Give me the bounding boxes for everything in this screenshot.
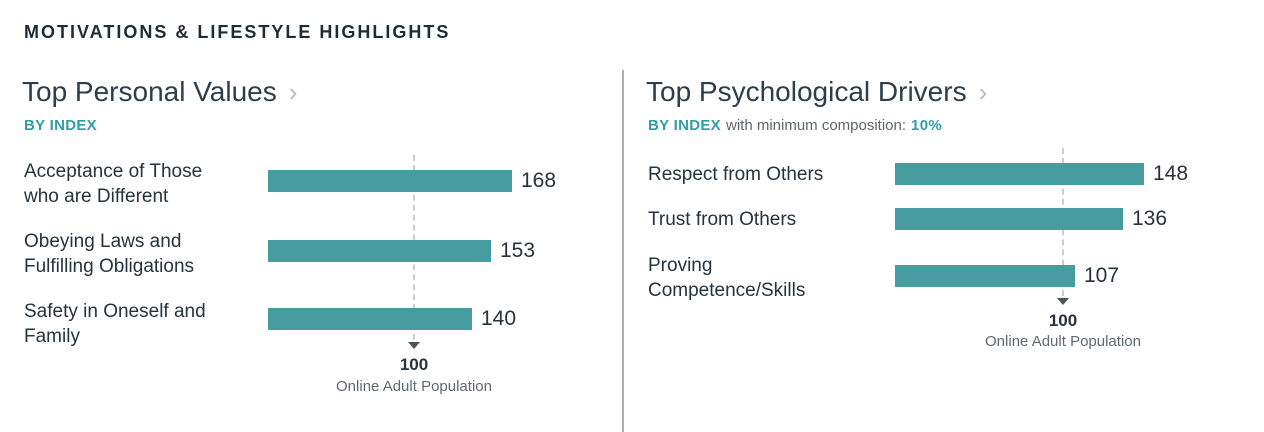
bar-row: 136 xyxy=(895,207,1168,230)
bar-row: 140 xyxy=(268,307,517,330)
category-label: Acceptance of Those who are Different xyxy=(24,159,258,209)
category-label-line: Safety in Oneself and xyxy=(24,301,206,322)
min-composition-value: 10% xyxy=(911,117,942,134)
bar-chart: 168 153 140 100 Online Adult Population xyxy=(268,155,600,405)
category-label-line: Acceptance of Those xyxy=(24,161,203,182)
chevron-right-icon: › xyxy=(978,77,988,107)
category-label-line: Competence/Skills xyxy=(648,280,806,301)
category-label: Safety in Oneself and Family xyxy=(24,299,258,349)
bar xyxy=(268,308,472,330)
bar-value: 168 xyxy=(521,169,557,192)
subtitle-text: with minimum composition: xyxy=(725,117,907,134)
bar-row: 148 xyxy=(895,162,1189,185)
category-label-line: Fulfilling Obligations xyxy=(24,256,195,277)
reference-value: 100 xyxy=(399,355,429,374)
top-psychological-drivers-panel: Top Psychological Drivers › BY INDEX with … xyxy=(646,70,1264,432)
top-personal-values-panel: Top Personal Values › BY INDEX Acceptance… xyxy=(22,70,600,432)
top-psychological-drivers-title[interactable]: Top Psychological Drivers › xyxy=(646,74,987,110)
bar-value: 136 xyxy=(1132,207,1168,230)
bar xyxy=(895,265,1075,287)
bar-row: 107 xyxy=(895,264,1120,287)
by-index-label: BY INDEX xyxy=(24,117,97,134)
category-label: Trust from Others xyxy=(648,207,888,232)
bar-value: 140 xyxy=(481,307,517,330)
arrow-down-icon xyxy=(408,342,420,349)
chart-subtitle: BY INDEX xyxy=(24,116,97,135)
chevron-right-icon: › xyxy=(288,77,298,107)
section-header: MOTIVATIONS & LIFESTYLE HIGHLIGHTS xyxy=(24,22,451,42)
reference-label: Online Adult Population xyxy=(985,333,1141,350)
chart-subtitle: BY INDEX with minimum composition: 10% xyxy=(648,116,942,135)
reference-value: 100 xyxy=(1048,311,1078,330)
bar-value: 107 xyxy=(1084,264,1120,287)
category-label-line: Obeying Laws and xyxy=(24,231,182,252)
by-index-label: BY INDEX xyxy=(648,117,721,134)
category-label-line: Respect from Others xyxy=(648,164,824,185)
category-label: Respect from Others xyxy=(648,162,888,187)
category-label-line: Proving xyxy=(648,255,713,276)
bar-value: 148 xyxy=(1153,162,1189,185)
bar-chart: 148 136 107 100 Online Adult Population xyxy=(895,148,1264,378)
arrow-down-icon xyxy=(1057,298,1069,305)
panel-divider xyxy=(622,70,624,432)
reference-label: Online Adult Population xyxy=(336,378,492,395)
bar-row: 168 xyxy=(268,169,557,192)
bar xyxy=(895,163,1144,185)
chart-title-text: Top Personal Values xyxy=(22,76,277,107)
bar-row: 153 xyxy=(268,239,536,262)
top-personal-values-title[interactable]: Top Personal Values › xyxy=(22,74,297,110)
category-label-line: Trust from Others xyxy=(648,209,797,230)
category-label: Proving Competence/Skills xyxy=(648,253,888,303)
category-label: Obeying Laws and Fulfilling Obligations xyxy=(24,229,258,279)
bar-value: 153 xyxy=(500,239,536,262)
chart-title-text: Top Psychological Drivers xyxy=(646,76,967,107)
category-label-line: Family xyxy=(24,326,80,347)
category-label-line: who are Different xyxy=(24,186,169,207)
bar xyxy=(268,170,512,192)
bar xyxy=(895,208,1123,230)
bar xyxy=(268,240,491,262)
